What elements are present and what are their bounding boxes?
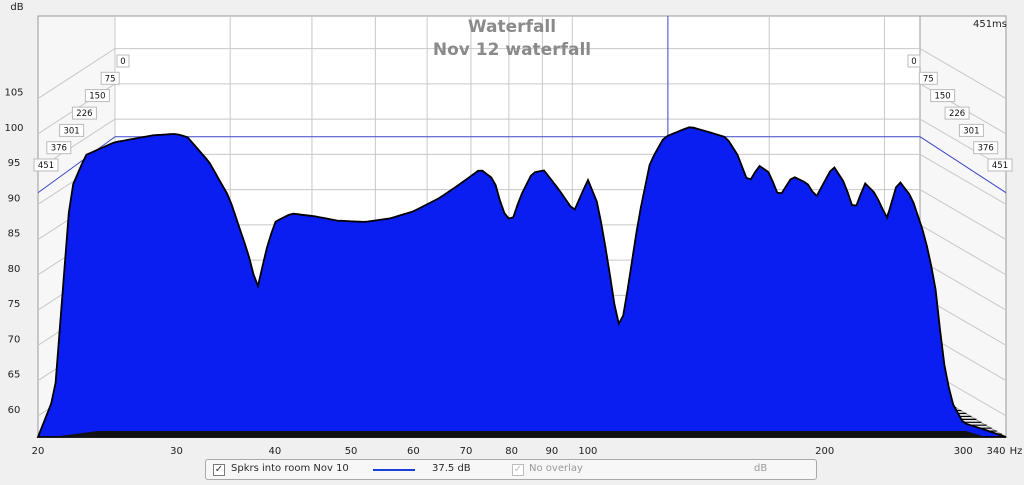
axis-ticks: 60 65 70 75 80 85 90 95 100 105 20 30 40 50 60 70 80 90 10…: [4, 88, 1005, 457]
y-axis-label: dB: [10, 2, 23, 13]
waterfall-slices: [36, 126, 1007, 438]
time-tick-right: 376: [978, 144, 994, 154]
time-tick-left: 376: [51, 144, 67, 154]
series-checkbox[interactable]: ✓: [213, 464, 225, 476]
time-tick-right: 150: [934, 92, 950, 102]
time-tick-right: 301: [963, 126, 979, 136]
time-tick-left: 451: [38, 161, 54, 171]
gridline-y-right: [919, 189, 1007, 241]
x-tick-label: 60: [407, 446, 420, 457]
y-tick-label: 105: [4, 88, 23, 99]
time-tick-right-box: [907, 54, 921, 68]
time-tick-left-box: [84, 89, 110, 103]
time-tick-right: 75: [923, 74, 934, 84]
y-tick-label: 90: [8, 193, 21, 204]
series-name: Spkrs into room Nov 10: [231, 463, 349, 474]
x-tick-label: 200: [815, 446, 834, 457]
y-tick-label: 80: [8, 264, 21, 275]
x-tick-label: 340: [986, 446, 1005, 457]
x-tick-label: 30: [170, 446, 183, 457]
x-tick-label: 90: [546, 446, 559, 457]
x-tick-label: 20: [32, 446, 45, 457]
y-tick-label: 60: [8, 405, 21, 416]
time-tick-right-box: [973, 141, 999, 155]
waterfall-chart[interactable]: 60 65 70 75 80 85 90 95 100 105 20 30 40 50 60 70 80 90 10…: [0, 0, 1024, 458]
time-tick-right-box: [958, 123, 984, 137]
x-tick-label: 80: [505, 446, 518, 457]
series-swatch: [373, 469, 415, 471]
gridline-y-left: [37, 48, 116, 100]
time-tick-right-box: [918, 71, 938, 85]
cursor-left: [37, 136, 116, 194]
y-tick-label: 70: [8, 334, 21, 345]
time-tick-left: 150: [89, 92, 105, 102]
x-tick-label: 40: [268, 446, 281, 457]
time-tick-left: 0: [120, 57, 125, 67]
time-tick-left-box: [59, 123, 85, 137]
overlay-unit: dB: [754, 463, 768, 474]
time-tick-left: 226: [76, 109, 92, 119]
chart-subtitle: Nov 12 waterfall: [433, 40, 591, 60]
time-tick-left: 301: [63, 126, 79, 136]
overlay-checkbox[interactable]: ✓: [512, 464, 524, 476]
time-tick-left-box: [116, 54, 130, 68]
x-axis-label: Hz: [1010, 446, 1023, 457]
time-tick-right: 226: [949, 109, 965, 119]
time-tick-right: 451: [992, 161, 1008, 171]
time-tick-left-box: [33, 158, 59, 172]
series-value: 37.5 dB: [432, 463, 471, 474]
time-tick-right: 0: [911, 57, 916, 67]
legend-bar: ✓ Spkrs into room Nov 10 37.5 dB ✓ No ov…: [205, 459, 817, 480]
time-tick-right-box: [987, 158, 1013, 172]
x-tick-label: 100: [578, 446, 597, 457]
gridline-y-right: [919, 48, 1007, 100]
y-tick-label: 65: [8, 370, 21, 381]
y-tick-label: 85: [8, 229, 21, 240]
y-tick-label: 95: [8, 158, 21, 169]
waterfall-slice: [36, 126, 1007, 438]
x-tick-label: 50: [345, 446, 358, 457]
time-tick-left-box: [71, 106, 97, 120]
x-tick-label: 70: [460, 446, 473, 457]
overlay-label: No overlay: [529, 463, 583, 474]
gridline-y-right: [919, 224, 1007, 276]
time-max-label: 451ms: [973, 19, 1007, 30]
cursor-right: [919, 136, 1007, 194]
time-tick-right-box: [944, 106, 970, 120]
x-tick-label: 300: [954, 446, 973, 457]
floor-shadow: [52, 431, 986, 437]
y-tick-label: 100: [4, 123, 23, 134]
chart-title: Waterfall: [468, 17, 556, 37]
y-tick-label: 75: [8, 299, 21, 310]
time-tick-left-box: [100, 71, 120, 85]
gridline-y-right: [919, 153, 1007, 205]
time-tick-left: 75: [105, 74, 116, 84]
gridline-y-right: [919, 259, 1007, 311]
time-tick-right-box: [930, 89, 956, 103]
time-tick-left-box: [46, 141, 72, 155]
